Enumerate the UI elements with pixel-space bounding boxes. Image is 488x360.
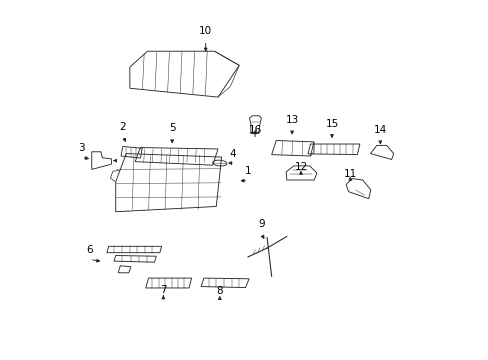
Text: 7: 7 <box>160 285 166 295</box>
Text: 15: 15 <box>325 119 338 129</box>
Text: 11: 11 <box>343 168 356 179</box>
Text: 12: 12 <box>294 162 307 171</box>
Text: 3: 3 <box>78 143 84 153</box>
Text: 4: 4 <box>229 149 236 159</box>
Text: 16: 16 <box>248 125 261 135</box>
Text: 8: 8 <box>216 287 223 296</box>
Text: 6: 6 <box>86 245 93 255</box>
Text: 2: 2 <box>119 122 126 132</box>
Text: 10: 10 <box>199 26 212 36</box>
Text: 13: 13 <box>285 114 298 125</box>
Text: 1: 1 <box>244 166 251 176</box>
Text: 9: 9 <box>258 219 264 229</box>
Text: 14: 14 <box>373 125 386 135</box>
Text: 5: 5 <box>168 123 175 134</box>
